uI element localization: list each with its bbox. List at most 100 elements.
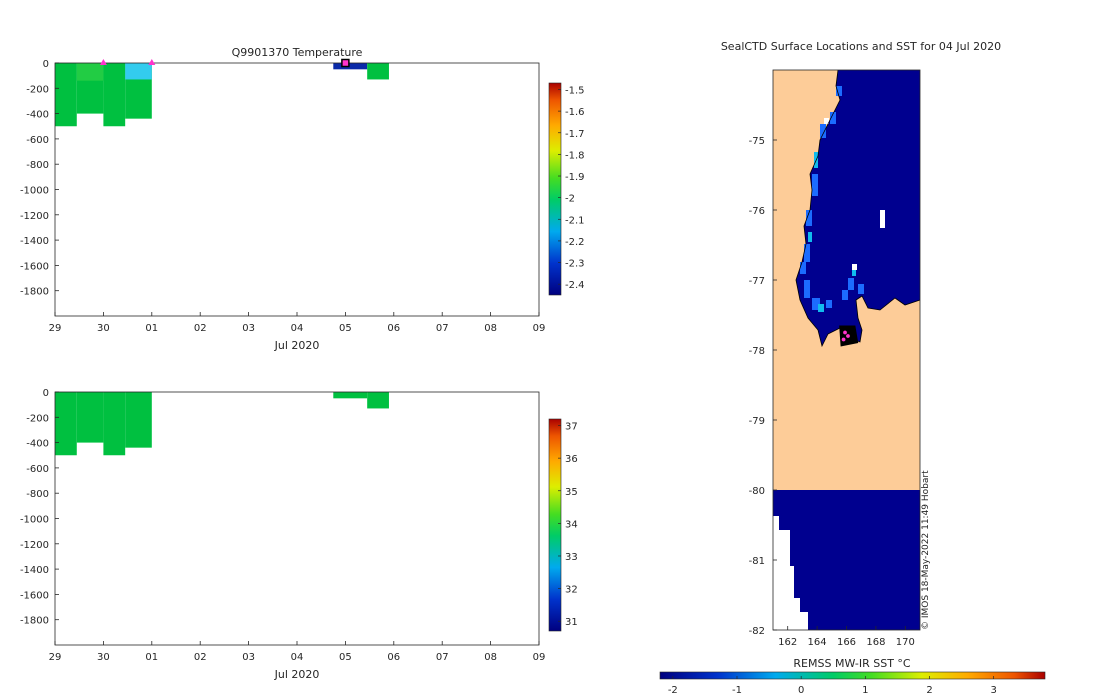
temperature-profile-2 [103,63,126,127]
salinity-colorbar [548,418,562,632]
coastal-sst-pixels [800,86,864,310]
temperature-y-tick-label: -1600 [20,261,49,272]
temperature-profile-light-patch [76,63,104,81]
sst-colorbar-tick-label: -2 [668,685,678,696]
map-station-marker [841,336,847,342]
salinity-profile-5 [367,392,389,409]
temperature-colorbar-tick-label: -2.1 [565,215,585,226]
map-x-ticks: 162 164 166 168 170 [778,626,915,648]
map-x-tick-label: 170 [896,637,915,648]
salinity-x-label: Jul 2020 [274,668,320,681]
temperature-x-tick-label: 08 [484,323,497,334]
salinity-y-tick-label: -200 [26,413,49,424]
salinity-x-tick-label: 04 [291,652,304,663]
sst-colorbar-tick-label: 2 [926,685,932,696]
salinity-x-tick-label: 01 [145,652,158,663]
temperature-y-tick-label: -1000 [20,186,49,197]
coastline [795,69,921,348]
salinity-colorbar-tick-label: 32 [565,585,578,596]
salinity-colorbar-tick-label: 36 [565,454,578,465]
temperature-x-tick-label: 01 [145,323,158,334]
salinity-x-tick-label: 06 [387,652,400,663]
temperature-colorbar-tick-label: -1.7 [565,129,585,140]
salinity-y-tick-label: -1400 [20,565,49,576]
salinity-x-tick-label: 03 [242,652,255,663]
map-y-tick-label: -77 [749,276,765,287]
sst-colorbar-ticks: -2 -1 0 1 2 3 [668,676,997,696]
map-x-tick-label: 164 [808,637,827,648]
salinity-profile-0 [55,392,77,456]
temperature-y-ticks: 0 -200 -400 -600 -800 -1000 -1200 -1400 -1600 -18… [20,59,59,298]
salinity-y-tick-label: -1000 [20,515,49,526]
temperature-x-tick-label: 05 [339,323,352,334]
map-station-marker [845,333,851,339]
sst-colorbar-tick-label: 0 [798,685,804,696]
map-x-tick-label: 162 [778,637,797,648]
temperature-colorbar-tick-label: -2 [565,194,575,205]
salinity-colorbar-ticks: 37 36 35 34 33 32 31 [558,422,578,628]
temperature-section-panel: Q9901370 Temperature 29 30 01 02 03 04 05 06 07 0… [20,46,585,352]
temperature-markers [99,58,350,68]
temperature-colorbar-tick-label: -2.3 [565,259,585,270]
temperature-title: Q9901370 Temperature [232,46,363,59]
map-y-tick-label: -80 [749,486,765,497]
temperature-y-tick-label: 0 [43,59,49,70]
temperature-colorbar [548,82,562,296]
sst-map-panel: SealCTD Surface Locations and SST for 04… [659,40,1046,696]
salinity-y-tick-label: -800 [26,489,49,500]
map-y-tick-label: -75 [749,136,765,147]
salinity-profile-1 [76,392,104,443]
temperature-x-tick-label: 07 [436,323,449,334]
temperature-x-tick-label: 02 [194,323,207,334]
salinity-x-ticks: 29 30 01 02 03 04 05 06 07 08 09 [49,641,546,663]
salinity-x-tick-label: 05 [339,652,352,663]
sst-colorbar-tick-label: 3 [990,685,996,696]
salinity-colorbar-tick-label: 35 [565,487,578,498]
southern-ice-notch [773,516,779,530]
salinity-y-tick-label: -1200 [20,540,49,551]
temperature-colorbar-ticks: -1.5 -1.6 -1.7 -1.8 -1.9 -2 -2.1 -2.2 -2.3 -2.4 [558,85,585,291]
map-y-tick-label: -76 [749,206,765,217]
map-x-tick-label: 168 [866,637,885,648]
sst-colorbar [659,671,1046,680]
salinity-x-tick-label: 02 [194,652,207,663]
map-y-tick-label: -78 [749,346,765,357]
salinity-x-tick-label: 08 [484,652,497,663]
salinity-y-ticks: 0 -200 -400 -600 -800 -1000 -1200 -1400 -1600 -18… [20,388,59,627]
southern-ice-patch [773,530,808,630]
temperature-x-tick-label: 29 [49,323,62,334]
map-y-tick-label: -81 [749,556,765,567]
salinity-y-tick-label: 0 [43,388,49,399]
sst-colorbar-tick-label: 1 [862,685,868,696]
temperature-x-tick-label: 30 [97,323,110,334]
salinity-y-tick-label: -1800 [20,616,49,627]
temperature-surface-marker [99,59,107,65]
temperature-y-tick-label: -200 [26,84,49,95]
sst-colorbar-tick-label: -1 [732,685,742,696]
temperature-profiles [55,63,389,127]
temperature-y-tick-label: -400 [26,110,49,121]
map-x-tick-label: 166 [837,637,856,648]
temperature-profile-4 [333,63,368,70]
map-layers [773,69,921,630]
map-y-tick-label: -82 [749,626,765,637]
temperature-profile-0 [55,63,77,127]
salinity-y-tick-label: -600 [26,464,49,475]
temperature-latest-marker [341,58,350,68]
salinity-x-tick-label: 29 [49,652,62,663]
map-station-markers [839,325,859,347]
temperature-colorbar-tick-label: -1.5 [565,85,585,96]
map-title: SealCTD Surface Locations and SST for 04… [721,40,1001,53]
temperature-x-tick-label: 03 [242,323,255,334]
salinity-x-tick-label: 07 [436,652,449,663]
salinity-profile-2 [103,392,126,456]
salinity-x-tick-label: 09 [533,652,546,663]
ice-pixels [824,118,885,270]
salinity-y-tick-label: -400 [26,439,49,450]
temperature-surface-marker [148,59,156,65]
salinity-profile-4 [333,392,368,399]
temperature-colorbar-tick-label: -2.2 [565,237,585,248]
temperature-colorbar-tick-label: -1.6 [565,107,585,118]
map-station-marker [842,329,848,335]
